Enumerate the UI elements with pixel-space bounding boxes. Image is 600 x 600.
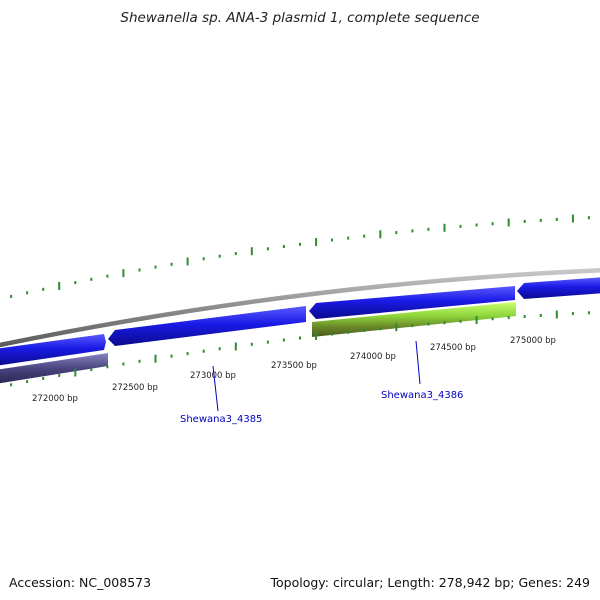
- position-label: 274500 bp: [430, 343, 476, 353]
- gene-arrow[interactable]: [0, 334, 106, 366]
- gene-label-shewana3-4386[interactable]: Shewana3_4386: [381, 390, 463, 401]
- position-label: 274000 bp: [350, 352, 396, 362]
- topology-summary: Topology: circular; Length: 278,942 bp; …: [270, 575, 591, 590]
- accession-text: Accession: NC_008573: [9, 575, 152, 590]
- gene-arrow[interactable]: [517, 277, 600, 299]
- position-label: 272500 bp: [112, 383, 158, 393]
- gene-label-shewana3-4385[interactable]: Shewana3_4385: [180, 414, 262, 425]
- position-labels: 272000 bp 272500 bp 273000 bp 273500 bp …: [32, 336, 556, 404]
- position-label: 273500 bp: [271, 361, 317, 371]
- gene-arrow[interactable]: [108, 306, 306, 346]
- map-title: Shewanella sp. ANA-3 plasmid 1, complete…: [120, 10, 480, 26]
- gene-arrow[interactable]: [309, 286, 515, 319]
- forward-strand-genes: [0, 277, 600, 366]
- position-label: 272000 bp: [32, 394, 78, 404]
- plasmid-backbone: [0, 267, 600, 348]
- reverse-strand-genes: [0, 302, 516, 384]
- gene-labels: Shewana3_4385 Shewana3_4386: [180, 340, 463, 425]
- gene-arrow-green[interactable]: [312, 302, 516, 337]
- position-label: 275000 bp: [510, 336, 556, 346]
- leader-line: [415, 340, 421, 385]
- leader-line: [212, 365, 219, 412]
- position-label: 273000 bp: [190, 371, 236, 381]
- gene-arrow-dark[interactable]: [0, 353, 108, 384]
- inner-tick-ring: [10, 310, 590, 387]
- outer-tick-ring: [10, 214, 590, 298]
